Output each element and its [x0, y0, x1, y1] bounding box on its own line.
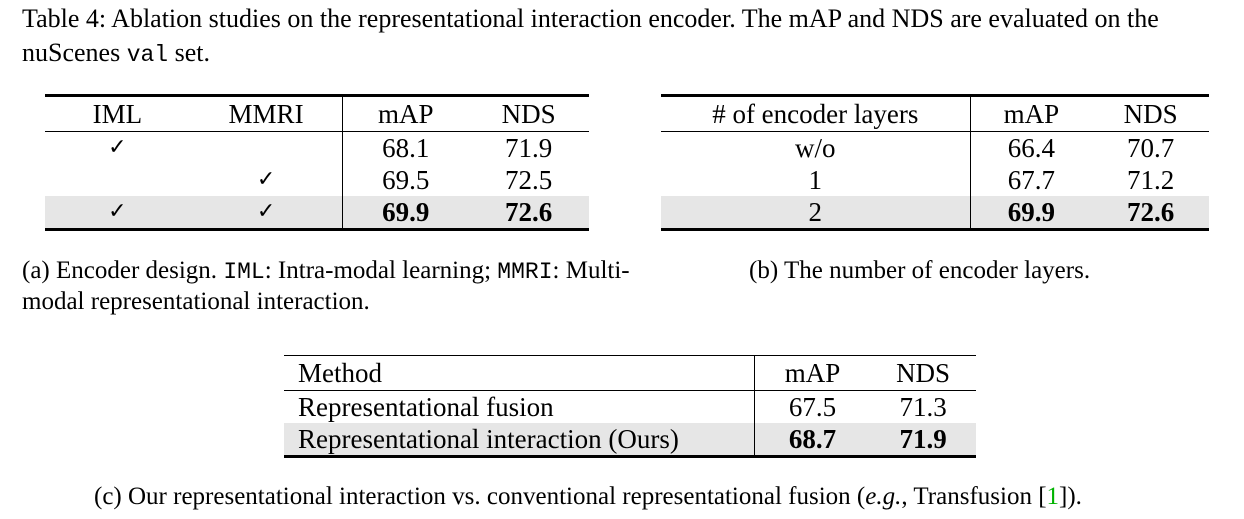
header-iml: IML [45, 95, 190, 132]
subcaption-a-text1: : Intra-modal learning; [264, 257, 492, 284]
header-map: mAP [754, 355, 871, 391]
cell-map: 67.7 [1007, 165, 1056, 195]
cell-nds: 72.5 [504, 165, 553, 195]
header-mmri: MMRI [189, 95, 344, 132]
subcaption-c-text3: ]). [1059, 483, 1082, 510]
cell-nds: 71.3 [899, 392, 947, 422]
subcaption-a: (a) Encoder design. IML: Intra-modal lea… [22, 256, 642, 317]
cell-iml [45, 164, 190, 196]
subcaption-a-label: (a) Encoder design. [22, 257, 218, 284]
table-encoder-layers: # of encoder layers mAP NDS w/o 66.4 70.… [661, 94, 1209, 231]
cell-nds: 71.2 [1127, 165, 1175, 195]
cell-mmri [189, 131, 344, 164]
header-method: Method [284, 355, 755, 391]
table-row-highlight: ✓ ✓ 69.9 72.6 [45, 196, 589, 231]
check-icon: ✓ [45, 196, 190, 231]
table-row: ✓ 68.1 71.9 [45, 131, 589, 164]
cell-layers: 1 [661, 164, 971, 196]
cell-method: Representational interaction (Ours) [284, 423, 755, 458]
cell-nds: 71.9 [870, 423, 976, 458]
caption-text-end: set. [174, 38, 211, 67]
cell-layers: 2 [661, 196, 971, 231]
table-header-row: Method mAP NDS [284, 355, 976, 391]
cell-layers: w/o [661, 131, 971, 164]
subcaption-c-eg: e.g. [865, 483, 902, 510]
subcaption-c-text: (c) Our representational interaction vs.… [94, 483, 866, 510]
table-row-highlight: 2 69.9 72.6 [661, 196, 1209, 231]
table-caption: Table 4: Ablation studies on the represe… [22, 2, 1234, 72]
cell-nds: 72.6 [1092, 196, 1209, 231]
table-header-row: # of encoder layers mAP NDS [661, 95, 1209, 132]
cell-map: 69.9 [342, 196, 469, 231]
header-nds: NDS [870, 355, 976, 391]
table-row-highlight: Representational interaction (Ours) 68.7… [284, 423, 976, 458]
subcaption-b: (b) The number of encoder layers. [749, 257, 1091, 284]
check-icon: ✓ [108, 135, 127, 160]
subcaption-c-text2: , Transfusion [ [901, 483, 1047, 510]
cell-map: 68.7 [754, 423, 871, 458]
header-map: mAP [970, 95, 1093, 132]
table-row: 1 67.7 71.2 [661, 164, 1209, 196]
caption-code: val [126, 42, 169, 68]
citation-link[interactable]: 1 [1046, 483, 1060, 510]
cell-nds: 72.6 [468, 196, 589, 231]
table-row: w/o 66.4 70.7 [661, 131, 1209, 164]
table-header-row: IML MMRI mAP NDS [45, 95, 589, 132]
cell-map: 66.4 [1007, 133, 1056, 163]
header-map: mAP [342, 95, 469, 132]
table-row: Representational fusion 67.5 71.3 [284, 390, 976, 423]
subcaption-a-text2: : Multi-modal representational interacti… [22, 257, 630, 315]
table-row: ✓ 69.5 72.5 [45, 164, 589, 196]
table-interaction-vs-fusion: Method mAP NDS Representational fusion 6… [284, 355, 976, 458]
code-mmri: MMRI [497, 259, 553, 285]
header-nds: NDS [1092, 95, 1209, 132]
cell-map: 68.1 [382, 133, 430, 163]
cell-map: 67.5 [788, 392, 837, 422]
header-nds: NDS [468, 95, 589, 132]
table-label: Table 4: [22, 4, 107, 33]
subcaption-c: (c) Our representational interaction vs.… [94, 482, 1082, 512]
caption-text: Ablation studies on the representational… [22, 4, 1159, 67]
cell-map: 69.9 [970, 196, 1093, 231]
cell-nds: 71.9 [504, 133, 553, 163]
table-encoder-design: IML MMRI mAP NDS ✓ 68.1 71.9 ✓ 69.5 72.5… [45, 94, 589, 231]
code-iml: IML [223, 259, 265, 285]
cell-map: 69.5 [382, 165, 430, 195]
header-layers: # of encoder layers [661, 95, 971, 132]
cell-method: Representational fusion [284, 390, 755, 423]
cell-nds: 70.7 [1127, 133, 1175, 163]
check-icon: ✓ [189, 164, 344, 196]
check-icon: ✓ [189, 196, 344, 231]
